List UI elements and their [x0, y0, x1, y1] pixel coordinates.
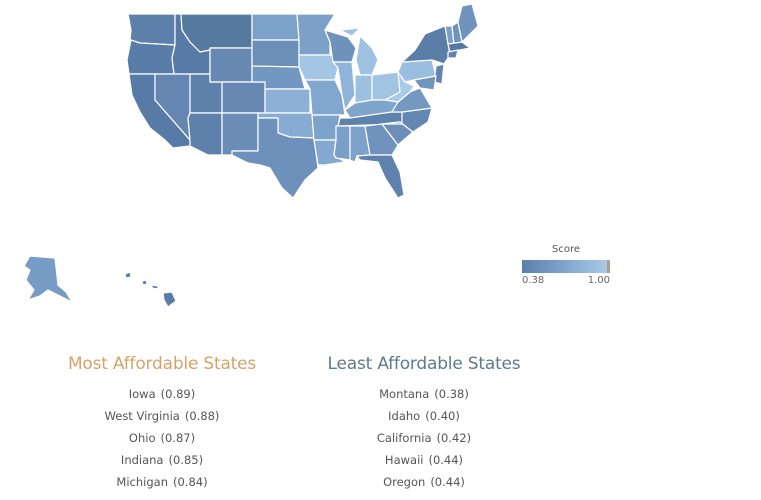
- state-maryland[interactable]: [413, 75, 437, 91]
- color-legend: Score 0.38 1.00: [522, 244, 618, 286]
- state-wyoming[interactable]: [209, 47, 253, 83]
- state-missouri[interactable]: [304, 79, 346, 116]
- list-item: Ohio (0.87): [32, 427, 292, 449]
- most-affordable-title: Most Affordable States: [67, 354, 257, 374]
- state-name: Ohio: [128, 431, 156, 445]
- legend-ticks: 0.38 1.00: [522, 275, 610, 286]
- state-name: Montana: [379, 387, 430, 401]
- least-affordable-title: Least Affordable States: [327, 354, 521, 374]
- state-score: (0.85): [168, 453, 204, 467]
- list-item: West Virginia (0.88): [32, 405, 292, 427]
- state-name: Oregon: [383, 475, 426, 489]
- list-item: Hawaii (0.44): [294, 449, 554, 471]
- state-name: Hawaii: [384, 453, 424, 467]
- state-name: Iowa: [128, 387, 156, 401]
- state-florida[interactable]: [356, 154, 405, 199]
- state-score: (0.84): [172, 475, 208, 489]
- state-score: (0.88): [184, 409, 220, 423]
- state-alaska[interactable]: [23, 255, 73, 303]
- legend-title: Score: [551, 244, 580, 255]
- state-score: (0.44): [428, 453, 464, 467]
- state-north-carolina[interactable]: [381, 107, 433, 133]
- legend-max-label: 1.00: [587, 275, 610, 286]
- legend-gradient-bar: [522, 260, 610, 273]
- list-item: California (0.42): [294, 427, 554, 449]
- state-name: West Virginia: [104, 409, 180, 423]
- state-name: Michigan: [116, 475, 168, 489]
- state-colorado[interactable]: [221, 81, 266, 114]
- state-massachusetts[interactable]: [447, 41, 471, 53]
- state-connecticut[interactable]: [447, 49, 459, 59]
- state-score: (0.42): [436, 431, 472, 445]
- state-mississippi[interactable]: [333, 125, 351, 161]
- legend-min-label: 0.38: [522, 275, 545, 286]
- state-south-dakota[interactable]: [251, 39, 300, 68]
- state-arizona[interactable]: [187, 112, 223, 156]
- state-score: (0.89): [160, 387, 196, 401]
- state-score: (0.40): [425, 409, 460, 423]
- us-choropleth-map: [23, 3, 479, 308]
- list-item: Iowa (0.89): [32, 383, 292, 405]
- list-item: Indiana (0.85): [32, 449, 292, 471]
- most-affordable-list: Most Affordable States Iowa (0.89) West V…: [32, 354, 292, 493]
- state-minnesota[interactable]: [296, 13, 336, 56]
- state-georgia[interactable]: [364, 123, 399, 156]
- list-item: Oregon (0.44): [294, 471, 554, 493]
- state-score: (0.44): [430, 475, 465, 489]
- state-indiana[interactable]: [354, 74, 373, 104]
- state-washington[interactable]: [127, 13, 176, 46]
- list-item: Montana (0.38): [294, 383, 554, 405]
- list-item: Michigan (0.84): [32, 471, 292, 493]
- state-north-dakota[interactable]: [251, 13, 300, 41]
- state-oregon[interactable]: [126, 39, 176, 75]
- state-new-york[interactable]: [401, 25, 451, 65]
- state-kansas[interactable]: [264, 88, 311, 114]
- list-item: Idaho (0.40): [294, 405, 554, 427]
- state-maine[interactable]: [457, 3, 479, 43]
- state-texas[interactable]: [231, 117, 319, 199]
- state-hawaii[interactable]: [124, 271, 177, 308]
- state-name: Idaho: [388, 409, 421, 423]
- state-score: (0.38): [434, 387, 469, 401]
- state-new-mexico[interactable]: [221, 112, 259, 156]
- state-name: California: [376, 431, 432, 445]
- state-name: Indiana: [120, 453, 164, 467]
- state-west-virginia[interactable]: [384, 71, 415, 103]
- least-affordable-list: Least Affordable States Montana (0.38) Id…: [294, 354, 554, 493]
- state-score: (0.87): [160, 431, 196, 445]
